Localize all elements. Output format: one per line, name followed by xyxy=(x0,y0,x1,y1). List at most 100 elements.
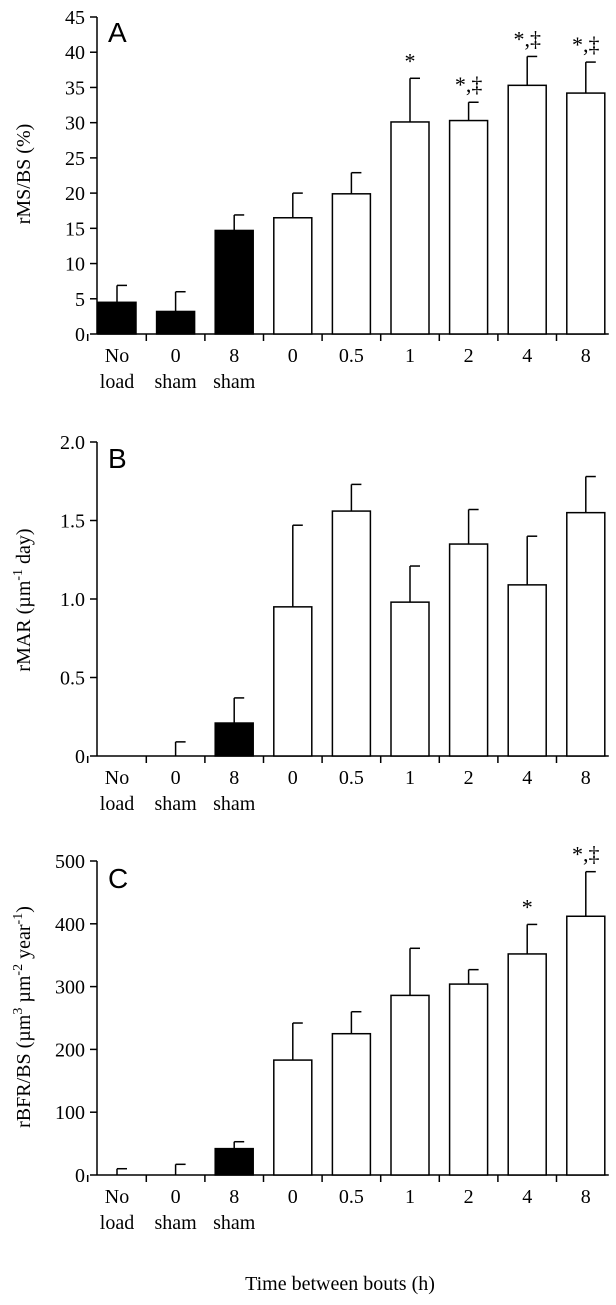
y-tick-label: 2.0 xyxy=(60,432,85,454)
y-tick-label: 0.5 xyxy=(60,668,85,690)
y-tick-label: 400 xyxy=(55,914,85,936)
y-tick-label: 30 xyxy=(65,113,85,135)
x-tick-label-line2: load xyxy=(100,793,134,815)
bar xyxy=(155,310,196,335)
y-axis-label: rBFR/BS (µm3 µm-2 year-1) xyxy=(11,906,35,1128)
bar xyxy=(507,584,547,757)
y-tick-label: 35 xyxy=(65,77,85,99)
y-tick-label: 0 xyxy=(75,746,85,768)
bar xyxy=(214,1147,254,1176)
x-tick-label-line2: load xyxy=(100,1212,134,1234)
y-tick-label: 0 xyxy=(75,1165,85,1187)
y-axis-label-part: day) xyxy=(13,528,35,569)
x-tick-label: 8 xyxy=(581,345,591,367)
y-axis-label-part: ) xyxy=(13,906,35,913)
x-tick-label: 0 xyxy=(171,1186,181,1208)
y-tick-label: 40 xyxy=(65,42,85,64)
x-tick-label: 0.5 xyxy=(339,1186,364,1208)
y-axis-label-part: year xyxy=(13,924,35,964)
x-tick-label: 2 xyxy=(464,345,474,367)
bar xyxy=(448,543,489,757)
chart-panel-a: 0 5 10 15 20 25 30 35 40 45 No load 0 sham 8 sham 0 0.5 * 1… xyxy=(13,7,609,393)
bar xyxy=(273,606,313,757)
x-tick-label: 8 xyxy=(581,1186,591,1208)
y-tick-label: 100 xyxy=(55,1102,85,1124)
bar xyxy=(214,229,254,335)
bar xyxy=(566,915,606,1176)
x-tick-label: 4 xyxy=(522,345,532,367)
y-tick-label: 1.5 xyxy=(60,511,85,533)
x-tick-label: 1 xyxy=(405,767,415,789)
y-tick-label: 5 xyxy=(75,289,85,311)
x-tick-label-line2: sham xyxy=(213,1212,256,1234)
significance-marker: * xyxy=(522,894,533,919)
bar xyxy=(507,84,547,335)
x-tick-label: 8 xyxy=(229,1186,239,1208)
x-tick-label: 4 xyxy=(522,767,532,789)
x-tick-label: 1 xyxy=(405,1186,415,1208)
panel-letter: C xyxy=(108,863,128,894)
x-tick-label: 8 xyxy=(229,767,239,789)
x-tick-label: 0 xyxy=(288,767,298,789)
y-tick-label: 45 xyxy=(65,7,85,29)
x-tick-label: 2 xyxy=(464,1186,474,1208)
y-tick-label: 0 xyxy=(75,324,85,346)
x-tick-label: 0.5 xyxy=(339,767,364,789)
y-tick-label: 10 xyxy=(65,254,85,276)
bar xyxy=(273,217,313,335)
bar xyxy=(390,121,430,335)
x-tick-label-line2: sham xyxy=(213,793,256,815)
x-tick-label-line2: sham xyxy=(213,371,256,393)
bar xyxy=(448,119,489,335)
x-tick-label: 0.5 xyxy=(339,345,364,367)
x-tick-label: No xyxy=(105,767,129,789)
x-tick-label-line2: load xyxy=(100,371,134,393)
significance-marker: * xyxy=(405,48,416,73)
y-axis-label-part: rMAR (µm xyxy=(13,580,35,671)
x-tick-label: No xyxy=(105,345,129,367)
x-tick-label: 0 xyxy=(288,345,298,367)
bar xyxy=(507,953,547,1176)
bar xyxy=(566,92,606,335)
bar xyxy=(331,510,372,757)
bar xyxy=(331,193,372,335)
y-axis-label-part: µm xyxy=(13,975,35,1008)
y-axis-label-sup: -1 xyxy=(11,569,26,581)
x-tick-label: 8 xyxy=(229,345,239,367)
y-tick-label: 200 xyxy=(55,1039,85,1061)
panel-letter: B xyxy=(108,443,127,474)
chart-panel-b: 0 0.5 1.0 1.5 2.0 No load 0 sham 8 sham 0 0.5 1 2 4 8 BrM… xyxy=(11,432,609,815)
x-axis-label: Time between bouts (h) xyxy=(245,1273,435,1295)
bar xyxy=(390,601,430,757)
y-axis-label-sup: -2 xyxy=(11,964,26,976)
chart-panel-c: 0 100 200 300 400 500 No load 0 sham 8 sham 0 0.5 1 2 * 4… xyxy=(11,842,609,1295)
bar xyxy=(390,994,430,1176)
y-tick-label: 500 xyxy=(55,851,85,873)
x-tick-label-line2: sham xyxy=(154,371,197,393)
x-tick-label: 2 xyxy=(464,767,474,789)
significance-marker: *,‡ xyxy=(572,32,600,57)
x-tick-label-line2: sham xyxy=(154,793,197,815)
y-tick-label: 300 xyxy=(55,977,85,999)
x-tick-label: 1 xyxy=(405,345,415,367)
y-axis-label-sup: 3 xyxy=(11,1008,26,1015)
significance-marker: *,‡ xyxy=(572,842,600,867)
y-axis-label-part: rBFR/BS (µm xyxy=(13,1014,35,1128)
y-tick-label: 20 xyxy=(65,183,85,205)
x-tick-label: 8 xyxy=(581,767,591,789)
significance-marker: *,‡ xyxy=(513,26,541,51)
x-tick-label: 4 xyxy=(522,1186,532,1208)
bar xyxy=(273,1059,313,1176)
panel-letter: A xyxy=(108,17,127,48)
x-tick-label: 0 xyxy=(171,767,181,789)
y-axis-label-sup: -1 xyxy=(11,913,26,925)
bar xyxy=(448,983,489,1176)
y-axis-label: rMS/BS (%) xyxy=(13,124,35,225)
x-tick-label-line2: sham xyxy=(154,1212,197,1234)
bar xyxy=(97,301,137,335)
y-axis-label: rMAR (µm-1 day) xyxy=(11,528,35,671)
y-tick-label: 25 xyxy=(65,148,85,170)
x-tick-label: 0 xyxy=(171,345,181,367)
x-tick-label: No xyxy=(105,1186,129,1208)
